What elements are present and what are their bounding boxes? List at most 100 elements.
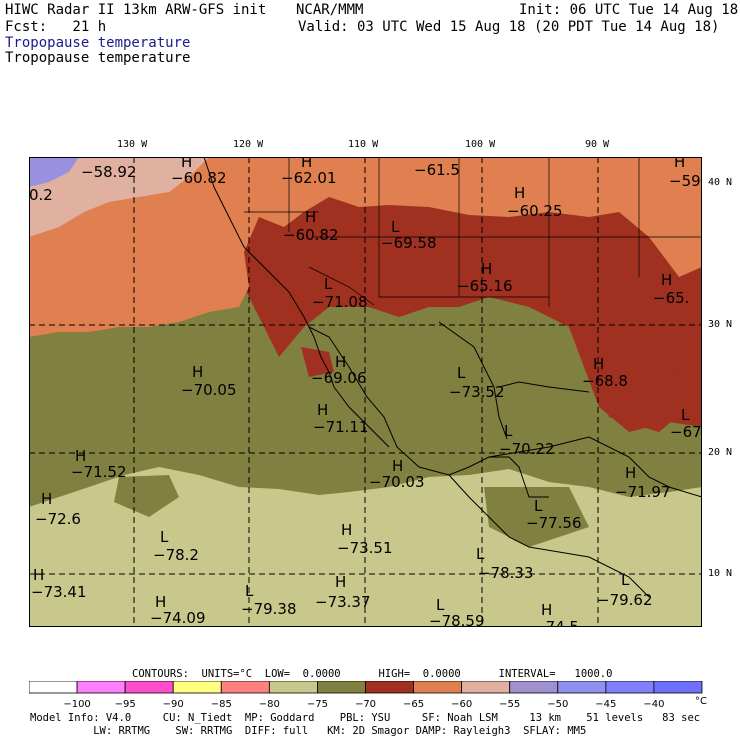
- colorbar-swatch: [268, 681, 318, 694]
- zone-lt-purple: [29, 157, 79, 187]
- colorbar-tick-label: −45: [595, 699, 616, 709]
- zone-orange: [29, 157, 702, 337]
- extremum-label: H−65.: [653, 271, 689, 307]
- colorbar-tick-label: −50: [547, 699, 568, 709]
- svg-text:H: H: [155, 593, 166, 611]
- extremum-label: H−60.82: [283, 208, 339, 244]
- svg-text:L: L: [160, 528, 169, 546]
- svg-text:L: L: [504, 422, 513, 440]
- svg-text:L: L: [621, 571, 630, 589]
- colorbar-tick-label: −60: [451, 699, 472, 709]
- lon-label-100w: 100 W: [465, 139, 496, 150]
- extremum-label: 0.2: [29, 186, 53, 204]
- colorbar-tick-label: −85: [211, 699, 232, 709]
- svg-text:−74.5: −74.5: [533, 618, 579, 627]
- svg-text:H: H: [305, 208, 316, 226]
- colorbar-tick-label: −75: [307, 699, 328, 709]
- svg-text:−71.97: −71.97: [615, 483, 671, 501]
- svg-text:L: L: [681, 406, 690, 424]
- svg-text:H: H: [341, 521, 352, 539]
- zone-darkred: [179, 157, 702, 432]
- svg-text:−71.11: −71.11: [313, 418, 369, 436]
- colorbar-tick-label: −90: [163, 699, 184, 709]
- extrema-labels: −58.92 H−60.82 H−62.01 −61.5 H−59 0.2 H−…: [29, 157, 702, 627]
- svg-text:L: L: [476, 545, 485, 563]
- colorbar-swatch: [220, 681, 270, 694]
- svg-text:−74.09: −74.09: [150, 609, 206, 627]
- extremum-label: H−62.01: [281, 157, 337, 187]
- svg-text:−65.: −65.: [653, 289, 689, 307]
- svg-text:L: L: [245, 582, 254, 600]
- svg-text:−69.58: −69.58: [381, 234, 437, 252]
- svg-text:H: H: [481, 260, 492, 278]
- extremum-label: H−71.52: [71, 447, 127, 481]
- svg-text:H: H: [75, 447, 86, 465]
- svg-text:L: L: [436, 596, 445, 614]
- lat-label-10n: 10 N: [708, 568, 733, 579]
- colorbar-tick-label: −80: [259, 699, 280, 709]
- svg-text:−73.52: −73.52: [449, 383, 505, 401]
- colorbar-swatches: [29, 681, 703, 694]
- svg-text:H: H: [41, 490, 52, 508]
- colorbar-swatch: [76, 681, 126, 694]
- svg-text:−72.6: −72.6: [35, 510, 81, 528]
- extremum-label: L−78.33: [476, 545, 534, 582]
- svg-text:−67.6: −67.6: [670, 423, 702, 441]
- colorbar-unit: °C: [695, 696, 707, 707]
- colorbar-swatch: [317, 681, 366, 694]
- svg-text:−70.03: −70.03: [369, 473, 425, 491]
- svg-text:−65.16: −65.16: [457, 277, 513, 295]
- extremum-label: L−79.38: [241, 582, 297, 618]
- extremum-label: L−77.56: [526, 497, 582, 532]
- colorbar-swatch: [124, 681, 174, 694]
- zone-pink: [29, 157, 209, 237]
- lat-label-20n: 20 N: [708, 447, 733, 458]
- lat-label-40n: 40 N: [708, 177, 733, 188]
- valid-time: Valid: 03 UTC Wed 15 Aug 18 (20 PDT Tue …: [298, 19, 720, 35]
- forecast-hour: Fcst: 21 h: [5, 19, 107, 35]
- svg-text:H: H: [392, 457, 403, 475]
- lon-label-90w: 90 W: [585, 139, 610, 150]
- svg-text:H: H: [317, 401, 328, 419]
- colorbar: −100 −95 −90 −85 −80 −75 −70 −65 −60 −55 −50 −45 −40…: [29, 681, 707, 709]
- svg-text:H: H: [181, 157, 192, 171]
- extremum-label: L−73.52: [449, 364, 505, 401]
- lon-label-120w: 120 W: [233, 139, 264, 150]
- svg-text:H: H: [593, 355, 604, 373]
- colorbar-ticks: −100 −95 −90 −85 −80 −75 −70 −65 −60 −55 −50 −45 −40: [63, 699, 664, 709]
- svg-text:H: H: [335, 353, 346, 371]
- extremum-label: H−65.16: [457, 260, 513, 295]
- svg-text:−78.33: −78.33: [478, 564, 534, 582]
- extremum-label: L−70.22: [499, 422, 555, 458]
- darkred-patch: [589, 347, 689, 432]
- colorbar-swatch: [29, 681, 78, 694]
- colorbar-tick-label: −65: [403, 699, 424, 709]
- extremum-label: H −73.37: [315, 573, 371, 611]
- extremum-label: H −72.6: [35, 490, 81, 528]
- lon-label-130w: 130 W: [117, 139, 148, 150]
- svg-text:−71.08: −71.08: [312, 293, 368, 311]
- organization-label: NCAR/MMM: [296, 2, 364, 18]
- svg-text:H: H: [335, 573, 346, 591]
- colorbar-tick-label: −100: [63, 699, 90, 709]
- colorbar-swatch: [172, 681, 222, 694]
- extremum-label: H−71.97: [615, 464, 671, 501]
- svg-text:−77.56: −77.56: [526, 514, 582, 532]
- svg-text:−60.25: −60.25: [507, 202, 563, 220]
- extremum-label: H−70.05: [181, 363, 237, 399]
- svg-text:−60.82: −60.82: [283, 226, 339, 244]
- svg-text:−59: −59: [669, 172, 701, 190]
- svg-text:H: H: [514, 184, 525, 202]
- svg-text:H: H: [674, 157, 685, 171]
- extremum-label: H−60.25: [507, 184, 563, 220]
- tropopause-temperature-map: −58.92 H−60.82 H−62.01 −61.5 H−59 0.2 H−…: [29, 157, 702, 627]
- svg-text:−71.52: −71.52: [71, 463, 127, 481]
- extremum-label: L−78.2: [153, 528, 199, 564]
- colorbar-swatch: [557, 681, 607, 694]
- extremum-label: H−69.06: [311, 353, 367, 387]
- svg-text:−78.2: −78.2: [153, 546, 199, 564]
- svg-text:−73.51: −73.51: [337, 539, 393, 557]
- extremum-label: H−60.82: [171, 157, 227, 187]
- svg-text:−73.41: −73.41: [31, 583, 87, 601]
- darkred-patch: [301, 347, 334, 377]
